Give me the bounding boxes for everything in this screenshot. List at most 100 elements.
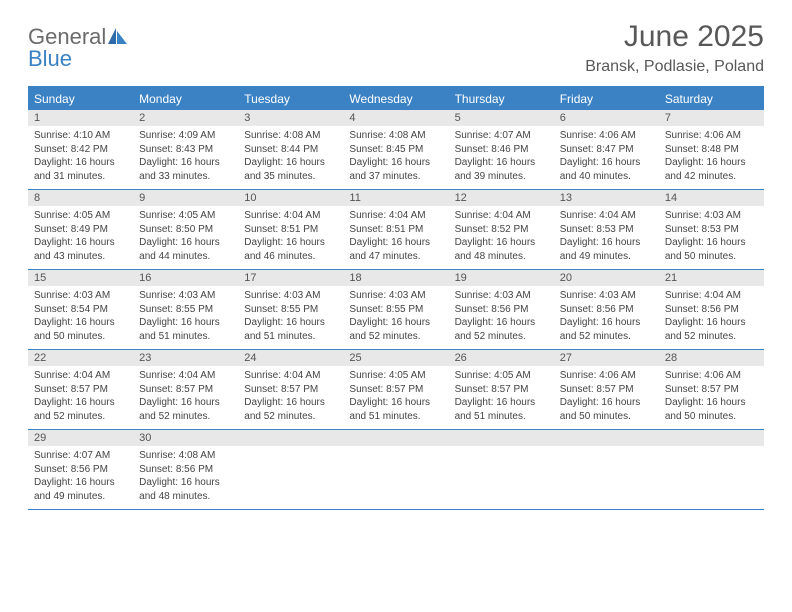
sunrise-text: Sunrise: 4:06 AM [665, 369, 758, 383]
daylight-text: Daylight: 16 hours and 52 minutes. [665, 316, 758, 343]
daylight-text: Daylight: 16 hours and 51 minutes. [244, 316, 337, 343]
daylight-text: Daylight: 16 hours and 52 minutes. [560, 316, 653, 343]
day-number: 14 [659, 190, 764, 206]
calendar-day-cell: 23Sunrise: 4:04 AMSunset: 8:57 PMDayligh… [133, 350, 238, 430]
sunrise-text: Sunrise: 4:05 AM [139, 209, 232, 223]
sunset-text: Sunset: 8:49 PM [34, 223, 127, 237]
day-number: 26 [449, 350, 554, 366]
day-number: 6 [554, 110, 659, 126]
calendar-day-cell: 17Sunrise: 4:03 AMSunset: 8:55 PMDayligh… [238, 270, 343, 350]
day-body: Sunrise: 4:03 AMSunset: 8:53 PMDaylight:… [659, 206, 764, 269]
day-body: Sunrise: 4:03 AMSunset: 8:56 PMDaylight:… [449, 286, 554, 349]
calendar-week-row: 22Sunrise: 4:04 AMSunset: 8:57 PMDayligh… [28, 350, 764, 430]
sunrise-text: Sunrise: 4:08 AM [139, 449, 232, 463]
daylight-text: Daylight: 16 hours and 49 minutes. [560, 236, 653, 263]
sunrise-text: Sunrise: 4:03 AM [349, 289, 442, 303]
day-number: 18 [343, 270, 448, 286]
sunset-text: Sunset: 8:48 PM [665, 143, 758, 157]
day-number: 11 [343, 190, 448, 206]
calendar-day-cell: 2Sunrise: 4:09 AMSunset: 8:43 PMDaylight… [133, 110, 238, 190]
daylight-text: Daylight: 16 hours and 35 minutes. [244, 156, 337, 183]
calendar-day-cell: 18Sunrise: 4:03 AMSunset: 8:55 PMDayligh… [343, 270, 448, 350]
sunrise-text: Sunrise: 4:03 AM [139, 289, 232, 303]
daylight-text: Daylight: 16 hours and 52 minutes. [34, 396, 127, 423]
sunset-text: Sunset: 8:56 PM [665, 303, 758, 317]
calendar-day-cell: 7Sunrise: 4:06 AMSunset: 8:48 PMDaylight… [659, 110, 764, 190]
day-body [343, 446, 448, 504]
day-body: Sunrise: 4:03 AMSunset: 8:55 PMDaylight:… [238, 286, 343, 349]
sunset-text: Sunset: 8:57 PM [665, 383, 758, 397]
day-body [659, 446, 764, 504]
sunset-text: Sunset: 8:45 PM [349, 143, 442, 157]
location-text: Bransk, Podlasie, Poland [585, 58, 764, 76]
sunrise-text: Sunrise: 4:08 AM [349, 129, 442, 143]
sunset-text: Sunset: 8:57 PM [560, 383, 653, 397]
sunset-text: Sunset: 8:55 PM [349, 303, 442, 317]
calendar-day-cell: 25Sunrise: 4:05 AMSunset: 8:57 PMDayligh… [343, 350, 448, 430]
day-number [449, 430, 554, 446]
calendar-empty-cell [554, 430, 659, 510]
weekday-header: Wednesday [343, 87, 448, 110]
calendar-day-cell: 24Sunrise: 4:04 AMSunset: 8:57 PMDayligh… [238, 350, 343, 430]
daylight-text: Daylight: 16 hours and 44 minutes. [139, 236, 232, 263]
daylight-text: Daylight: 16 hours and 52 minutes. [139, 396, 232, 423]
day-body: Sunrise: 4:03 AMSunset: 8:55 PMDaylight:… [343, 286, 448, 349]
sunset-text: Sunset: 8:57 PM [455, 383, 548, 397]
sunset-text: Sunset: 8:47 PM [560, 143, 653, 157]
sunrise-text: Sunrise: 4:04 AM [455, 209, 548, 223]
sunrise-text: Sunrise: 4:06 AM [665, 129, 758, 143]
day-body: Sunrise: 4:05 AMSunset: 8:57 PMDaylight:… [449, 366, 554, 429]
sunset-text: Sunset: 8:56 PM [139, 463, 232, 477]
daylight-text: Daylight: 16 hours and 40 minutes. [560, 156, 653, 183]
weekday-header: Saturday [659, 87, 764, 110]
day-number: 9 [133, 190, 238, 206]
day-body: Sunrise: 4:05 AMSunset: 8:50 PMDaylight:… [133, 206, 238, 269]
daylight-text: Daylight: 16 hours and 42 minutes. [665, 156, 758, 183]
sunset-text: Sunset: 8:55 PM [244, 303, 337, 317]
sunrise-text: Sunrise: 4:06 AM [560, 369, 653, 383]
calendar-empty-cell [449, 430, 554, 510]
sunrise-text: Sunrise: 4:04 AM [244, 209, 337, 223]
day-body: Sunrise: 4:08 AMSunset: 8:56 PMDaylight:… [133, 446, 238, 509]
day-number: 28 [659, 350, 764, 366]
sunrise-text: Sunrise: 4:07 AM [455, 129, 548, 143]
calendar-empty-cell [238, 430, 343, 510]
sunrise-text: Sunrise: 4:06 AM [560, 129, 653, 143]
day-number [343, 430, 448, 446]
day-number: 17 [238, 270, 343, 286]
sunrise-text: Sunrise: 4:03 AM [560, 289, 653, 303]
calendar-day-cell: 22Sunrise: 4:04 AMSunset: 8:57 PMDayligh… [28, 350, 133, 430]
calendar-week-row: 29Sunrise: 4:07 AMSunset: 8:56 PMDayligh… [28, 430, 764, 510]
day-body: Sunrise: 4:04 AMSunset: 8:57 PMDaylight:… [28, 366, 133, 429]
sunset-text: Sunset: 8:57 PM [349, 383, 442, 397]
day-body [449, 446, 554, 504]
day-number: 19 [449, 270, 554, 286]
daylight-text: Daylight: 16 hours and 33 minutes. [139, 156, 232, 183]
calendar-day-cell: 8Sunrise: 4:05 AMSunset: 8:49 PMDaylight… [28, 190, 133, 270]
sunset-text: Sunset: 8:53 PM [665, 223, 758, 237]
weekday-header: Friday [554, 87, 659, 110]
calendar-day-cell: 14Sunrise: 4:03 AMSunset: 8:53 PMDayligh… [659, 190, 764, 270]
day-body: Sunrise: 4:04 AMSunset: 8:57 PMDaylight:… [238, 366, 343, 429]
daylight-text: Daylight: 16 hours and 50 minutes. [665, 236, 758, 263]
day-body: Sunrise: 4:04 AMSunset: 8:57 PMDaylight:… [133, 366, 238, 429]
day-body: Sunrise: 4:03 AMSunset: 8:54 PMDaylight:… [28, 286, 133, 349]
daylight-text: Daylight: 16 hours and 48 minutes. [139, 476, 232, 503]
sunset-text: Sunset: 8:50 PM [139, 223, 232, 237]
calendar-week-row: 8 Sunrise: 4:05 AM Sunset: 8:49 PM Daylight… [28, 190, 764, 270]
day-number: 10 [238, 190, 343, 206]
calendar-day-cell: 12Sunrise: 4:04 AMSunset: 8:52 PMDayligh… [449, 190, 554, 270]
calendar-empty-cell [343, 430, 448, 510]
sunset-text: Sunset: 8:54 PM [34, 303, 127, 317]
day-number: 8 [28, 190, 133, 206]
calendar-day-cell: 21Sunrise: 4:04 AMSunset: 8:56 PMDayligh… [659, 270, 764, 350]
sunset-text: Sunset: 8:44 PM [244, 143, 337, 157]
calendar-day-cell: 6 Sunrise: 4:06 AMSunset: 8:47 PMDaylight… [554, 110, 659, 190]
header: General Blue June 2025 Bransk, Podlasie,… [28, 20, 764, 76]
sunrise-text: Sunrise: 4:05 AM [455, 369, 548, 383]
sunrise-text: Sunrise: 4:04 AM [139, 369, 232, 383]
logo: General Blue [28, 26, 128, 70]
sunrise-text: Sunrise: 4:07 AM [34, 449, 127, 463]
day-body: Sunrise: 4:05 AMSunset: 8:57 PMDaylight:… [343, 366, 448, 429]
day-body: Sunrise: 4:04 AMSunset: 8:56 PMDaylight:… [659, 286, 764, 349]
